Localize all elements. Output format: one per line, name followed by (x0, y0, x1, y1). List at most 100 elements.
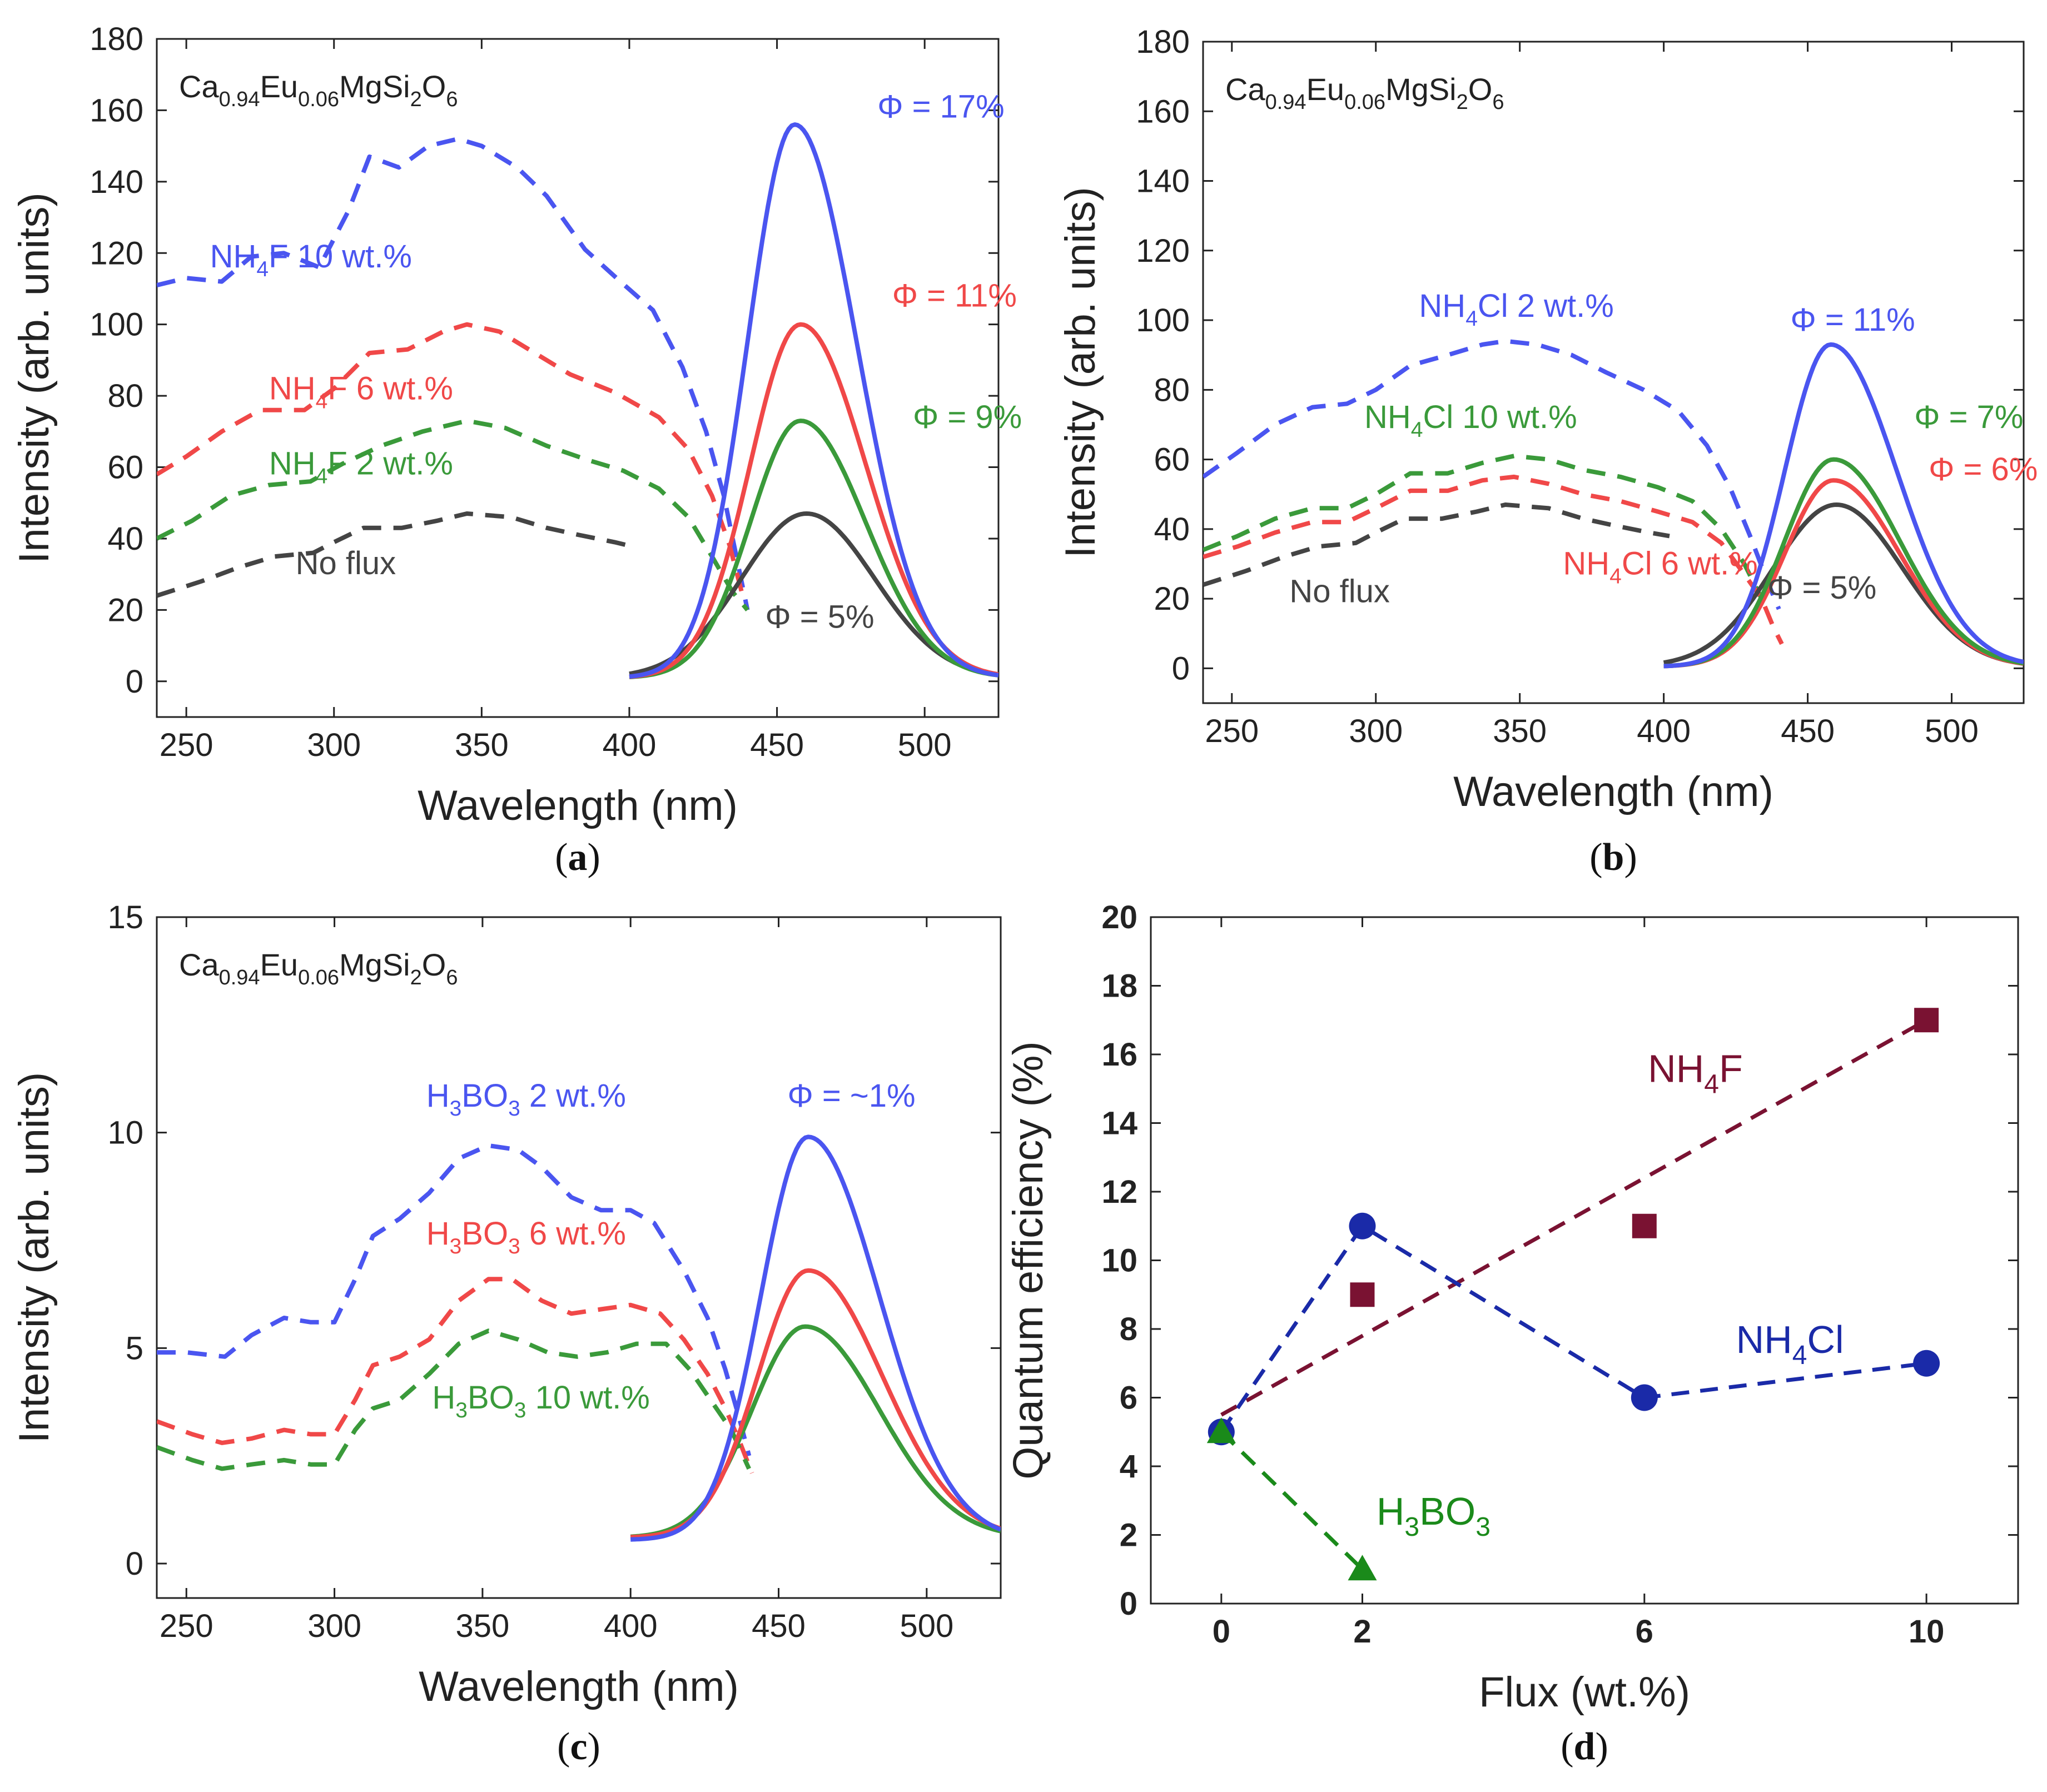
x-tick-label: 250 (160, 1608, 213, 1644)
x-tick-label: 400 (603, 727, 657, 763)
series-annotation: No flux (296, 545, 396, 581)
y-tick-label: 160 (1136, 93, 1190, 130)
emission-series-h3bo3-2-wt- (630, 1134, 1001, 1542)
y-tick-label: 4 (1120, 1448, 1137, 1485)
excitation-series-nh4cl-6-wt- (1203, 474, 1784, 645)
y-tick-label: 80 (107, 378, 143, 414)
panel-d: 0 2 6 10 0 2 4 6 8 10 12 14 16 18 20 Flux (wt.%) Quantum… (1005, 899, 2019, 1768)
data-point-nh4f (1914, 1008, 1939, 1033)
fit-line-h3bo3 (1220, 1430, 1364, 1571)
series-annotation: H3BO3 2 wt.% (426, 1078, 626, 1121)
excitation-series-nh4f-2-wt- (157, 419, 749, 611)
emission-series-nh4cl-10-wt- (1663, 457, 2024, 669)
data-point-h3bo3 (1206, 1417, 1236, 1443)
y-tick-label: 140 (1136, 163, 1190, 200)
series-annotation: Φ = 11% (1791, 302, 1915, 338)
x-tick-label: 400 (604, 1608, 658, 1644)
series-annotation: Φ = 6% (1929, 451, 2038, 487)
y-tick-label: 180 (90, 21, 143, 57)
plot-area (157, 122, 998, 679)
x-tick-label: 0 (1213, 1614, 1230, 1650)
data-point-nh4f (1632, 1213, 1657, 1238)
y-tick-label: 16 (1101, 1037, 1137, 1073)
x-tick-label: 450 (1781, 713, 1835, 749)
y-tick-label: 18 (1101, 968, 1137, 1004)
fit-line-nh4f (1220, 1018, 1927, 1417)
data-point-h3bo3 (1348, 1555, 1377, 1581)
excitation-series-nh4f-10-wt- (157, 136, 750, 611)
x-tick-label: 300 (307, 727, 361, 763)
x-tick-label: 350 (456, 1608, 510, 1644)
x-tick-label: 300 (1349, 713, 1403, 749)
emission-series-nh4f-10-wt- (629, 122, 998, 679)
excitation-series-nh4cl-10-wt- (1203, 454, 1764, 600)
series-annotation: Φ = 11% (892, 278, 1017, 314)
x-tick-label: 2 (1353, 1614, 1371, 1650)
data-point-nh4cl (1631, 1384, 1658, 1411)
plot-frame (156, 916, 1002, 1599)
data-point-nh4f (1350, 1282, 1375, 1307)
plot-area (1203, 339, 2024, 669)
series-annotation: H3BO3 (1377, 1490, 1490, 1542)
y-tick-label: 5 (126, 1330, 143, 1366)
series-annotation: Φ = 5% (1767, 570, 1876, 606)
series-annotation: NH4F 10 wt.% (210, 238, 412, 281)
data-point-nh4cl (1349, 1212, 1376, 1240)
y-tick-label: 140 (90, 164, 143, 200)
excitation-series-h3bo3-10-wt- (157, 1328, 751, 1471)
series-annotation: No flux (1289, 573, 1390, 609)
y-tick-label: 20 (107, 592, 143, 628)
x-tick-label: 300 (307, 1608, 361, 1644)
excitation-series-h3bo3-2-wt- (157, 1143, 752, 1457)
y-tick-label: 10 (1101, 1243, 1137, 1279)
excitation-series-no-flux (157, 511, 630, 598)
compound-formula: Ca0.94Eu0.06MgSi2O6 (1225, 72, 1504, 114)
x-tick-label: 500 (900, 1608, 953, 1644)
emission-series-nh4f-2-wt- (629, 419, 998, 679)
x-tick-label: 350 (1493, 713, 1547, 749)
y-tick-label: 40 (1154, 511, 1190, 547)
y-axis-label: Intensity (arb. units) (11, 192, 58, 563)
panel-c: 250 300 350 400 450 500 0 5 10 15 Wavelength (nm) I… (11, 899, 1002, 1768)
series-annotation: H3BO3 10 wt.% (432, 1380, 650, 1422)
data-point-nh4cl (1913, 1350, 1940, 1377)
y-tick-label: 100 (1136, 302, 1190, 339)
excitation-series-nh4cl-2-wt- (1203, 339, 1781, 610)
y-axis-label: Quantum efficiency (%) (1005, 1041, 1052, 1479)
y-tick-label: 80 (1154, 372, 1190, 408)
series-annotation: NH4Cl 10 wt.% (1364, 399, 1577, 442)
y-tick-label: 20 (1101, 899, 1137, 935)
series-annotation: Φ = 17% (877, 88, 1004, 125)
x-tick-label: 500 (898, 727, 952, 763)
x-tick-label: 450 (750, 727, 804, 763)
y-axis-label: Intensity (arb. units) (1057, 187, 1104, 557)
panel-b: 250 300 350 400 450 500 0 20 40 60 80 100 120 140 160 1… (1057, 24, 2038, 879)
x-axis-label: Wavelength (nm) (418, 782, 738, 829)
y-tick-label: 120 (90, 235, 143, 271)
excitation-series-h3bo3-6-wt- (157, 1277, 754, 1474)
x-tick-label: 400 (1637, 713, 1691, 749)
x-tick-label: 450 (752, 1608, 806, 1644)
panel-a: 250 300 350 400 450 500 0 20 40 60 80 100 120 140 160 1… (11, 21, 1022, 879)
y-tick-label: 8 (1120, 1311, 1137, 1347)
plot-area (157, 1134, 1001, 1542)
emission-series-h3bo3-10-wt- (630, 1324, 1001, 1539)
series-annotation: NH4F 2 wt.% (269, 445, 453, 488)
panel-label: (a) (555, 836, 600, 879)
series-annotation: Φ = ~1% (788, 1078, 916, 1114)
y-axis-label: Intensity (arb. units) (11, 1072, 58, 1443)
y-tick-label: 0 (1120, 1586, 1137, 1622)
y-tick-label: 100 (90, 307, 143, 343)
x-tick-label: 250 (1205, 713, 1259, 749)
y-tick-label: 12 (1101, 1174, 1137, 1210)
x-tick-label: 350 (455, 727, 509, 763)
y-tick-label: 10 (107, 1115, 143, 1151)
plot-frame (1150, 916, 2019, 1605)
plot-area (1206, 1008, 1940, 1581)
y-tick-label: 40 (107, 521, 143, 557)
y-tick-label: 14 (1101, 1106, 1137, 1142)
series-annotation: Φ = 9% (913, 399, 1022, 435)
emission-series-h3bo3-6-wt- (630, 1268, 1001, 1540)
panel-label: (b) (1589, 836, 1637, 879)
